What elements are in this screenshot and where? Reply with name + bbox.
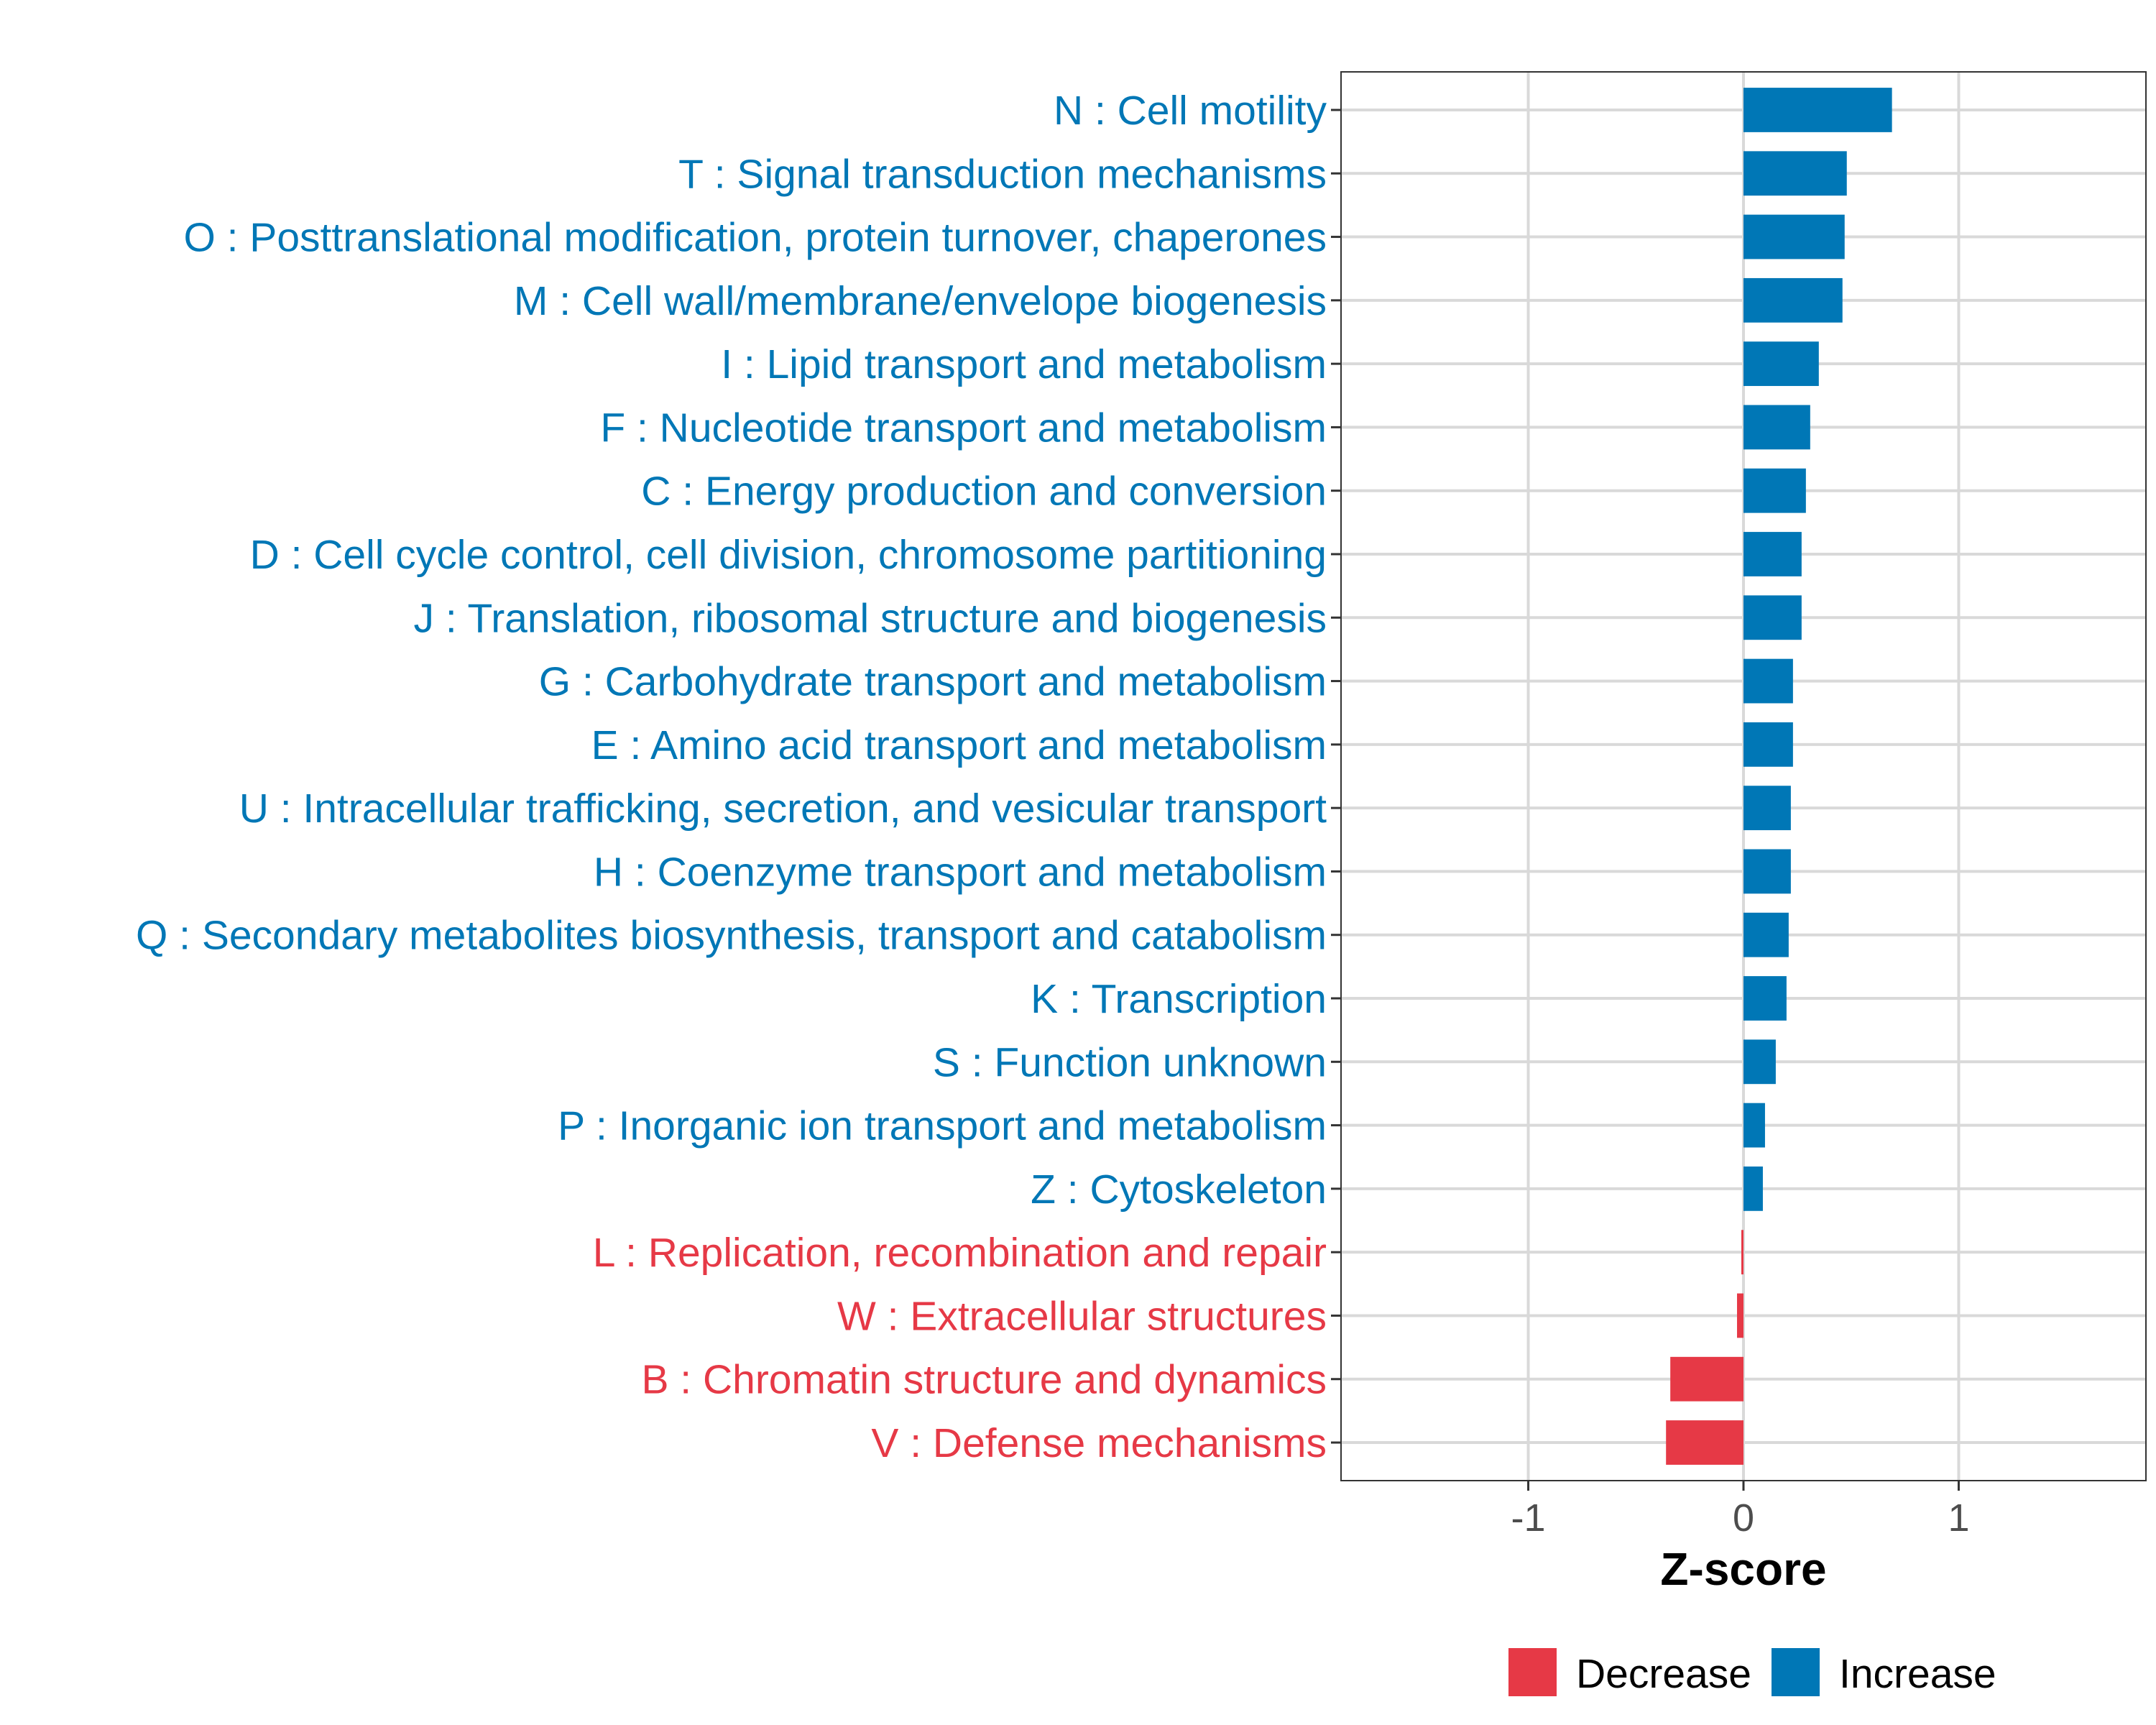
category-label: I : Lipid transport and metabolism	[721, 341, 1327, 387]
bars	[1666, 88, 1892, 1465]
category-label: C : Energy production and conversion	[641, 469, 1327, 515]
bar	[1737, 1293, 1743, 1338]
category-label: J : Translation, ribosomal structure and…	[414, 595, 1327, 641]
category-label: U : Intracellular trafficking, secretion…	[239, 786, 1327, 832]
bar	[1743, 468, 1806, 513]
bar	[1666, 1420, 1743, 1465]
category-label: N : Cell motility	[1054, 88, 1327, 134]
bar	[1743, 277, 1843, 323]
x-axis-ticks: -1 0 1	[1511, 1481, 1969, 1540]
category-label: M : Cell wall/membrane/envelope biogenes…	[514, 278, 1327, 324]
bar	[1743, 912, 1789, 957]
category-label: F : Nucleotide transport and metabolism	[600, 405, 1327, 451]
bar	[1743, 722, 1793, 767]
bar	[1743, 1103, 1765, 1148]
bar	[1743, 786, 1791, 831]
legend: Decrease Increase	[1508, 1648, 1996, 1697]
bar	[1670, 1356, 1743, 1402]
bar	[1743, 405, 1810, 450]
category-label: O : Posttranslational modification, prot…	[183, 215, 1327, 261]
bar	[1741, 1230, 1743, 1275]
category-label: S : Function unknown	[933, 1039, 1327, 1085]
legend-label-decrease: Decrease	[1576, 1651, 1751, 1697]
bar	[1743, 849, 1791, 894]
category-label: W : Extracellular structures	[837, 1293, 1327, 1339]
category-label: P : Inorganic ion transport and metaboli…	[558, 1103, 1327, 1149]
legend-key-decrease	[1508, 1648, 1557, 1696]
category-label: K : Transcription	[1031, 976, 1327, 1022]
category-label: G : Carbohydrate transport and metabolis…	[539, 659, 1327, 705]
bar	[1743, 151, 1847, 196]
bar	[1743, 341, 1819, 387]
category-label: Z : Cytoskeleton	[1031, 1167, 1327, 1213]
bar	[1743, 976, 1787, 1021]
category-label: V : Defense mechanisms	[871, 1420, 1327, 1466]
category-label: E : Amino acid transport and metabolism	[591, 722, 1327, 768]
category-label: B : Chromatin structure and dynamics	[641, 1357, 1327, 1403]
bar	[1743, 1039, 1776, 1085]
bar	[1743, 658, 1793, 704]
bar	[1743, 532, 1802, 576]
category-label: H : Coenzyme transport and metabolism	[594, 849, 1327, 895]
x-tick-label: 0	[1733, 1496, 1754, 1540]
category-label: Q : Secondary metabolites biosynthesis, …	[136, 913, 1327, 959]
legend-label-increase: Increase	[1839, 1651, 1996, 1697]
legend-key-increase	[1772, 1648, 1820, 1696]
y-axis-labels: N : Cell motility T : Signal transduction…	[136, 88, 1341, 1466]
category-label: L : Replication, recombination and repai…	[593, 1230, 1327, 1276]
category-label: T : Signal transduction mechanisms	[678, 151, 1327, 197]
x-tick-label: 1	[1948, 1496, 1969, 1540]
x-tick-label: -1	[1511, 1496, 1546, 1540]
x-axis-title: Z-score	[1660, 1543, 1826, 1595]
bar	[1743, 88, 1892, 132]
bar	[1743, 214, 1845, 259]
category-label: D : Cell cycle control, cell division, c…	[250, 532, 1327, 578]
bar	[1743, 595, 1802, 640]
bar	[1743, 1166, 1763, 1211]
